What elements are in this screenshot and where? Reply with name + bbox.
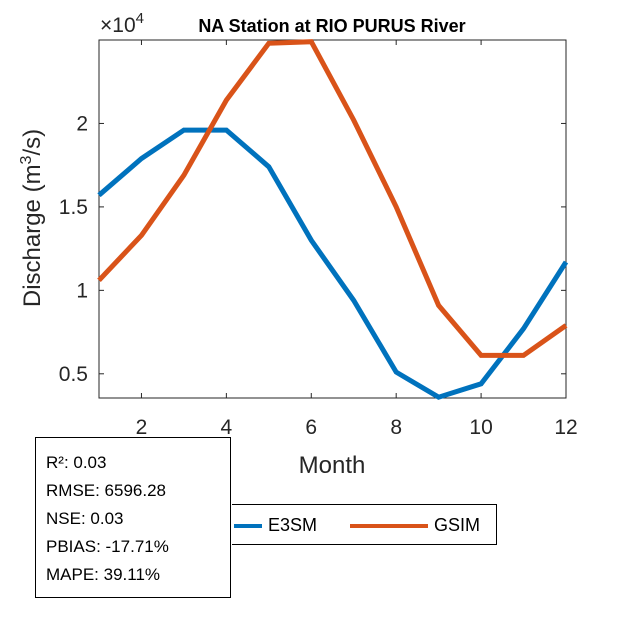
y-axis-exponent-power: 4 xyxy=(136,10,144,27)
plot-frame xyxy=(98,39,567,399)
series-layer xyxy=(97,39,569,400)
legend-e3sm-swatch xyxy=(234,524,262,528)
x-axis-label: Month xyxy=(299,452,366,479)
x-tick-label: 4 xyxy=(221,416,233,439)
chart-title: NA Station at RIO PURUS River xyxy=(198,16,465,36)
y-axis-label-superscript: 3 xyxy=(18,155,35,164)
y-tick-label: 1.5 xyxy=(59,196,88,219)
x-tick-label: 2 xyxy=(136,416,148,439)
stat-mape: MAPE: 39.11% xyxy=(46,565,161,584)
y-axis-label-main: Discharge (m xyxy=(19,164,46,307)
y-axis-exponent-base: ×10 xyxy=(100,14,136,37)
y-axis-label: Discharge (m3/s) xyxy=(18,129,46,307)
x-tick-label: 10 xyxy=(469,416,492,439)
legend-gsim-label: GSIM xyxy=(434,515,481,535)
stats-box: R²: 0.03 RMSE: 6596.28 NSE: 0.03 PBIAS: … xyxy=(35,437,231,598)
y-tick-label: 2 xyxy=(76,112,88,135)
series-line-e3sm xyxy=(97,127,569,400)
legend-e3sm-label: E3SM xyxy=(268,515,318,535)
legend-gsim-swatch xyxy=(350,524,428,528)
stat-rmse: RMSE: 6596.28 xyxy=(46,481,167,500)
x-tick-label: 6 xyxy=(305,416,317,439)
x-tick-label: 12 xyxy=(554,416,577,439)
stat-pbias: PBIAS: -17.71% xyxy=(46,537,169,556)
y-axis: 0.5 1 1.5 2 xyxy=(59,112,566,386)
y-axis-label-unit: /s) xyxy=(19,129,46,156)
y-axis-exponent: ×104 xyxy=(100,10,144,37)
y-tick-label: 1 xyxy=(76,279,88,302)
x-axis: 2 4 6 8 10 12 xyxy=(136,40,578,439)
series-line-gsim xyxy=(97,39,568,358)
y-tick-label: 0.5 xyxy=(59,363,88,386)
plot-area xyxy=(98,39,567,399)
stat-r2: R²: 0.03 xyxy=(46,453,107,472)
x-tick-label: 8 xyxy=(390,416,402,439)
legend: E3SM GSIM xyxy=(232,504,497,545)
stat-nse: NSE: 0.03 xyxy=(46,509,124,528)
